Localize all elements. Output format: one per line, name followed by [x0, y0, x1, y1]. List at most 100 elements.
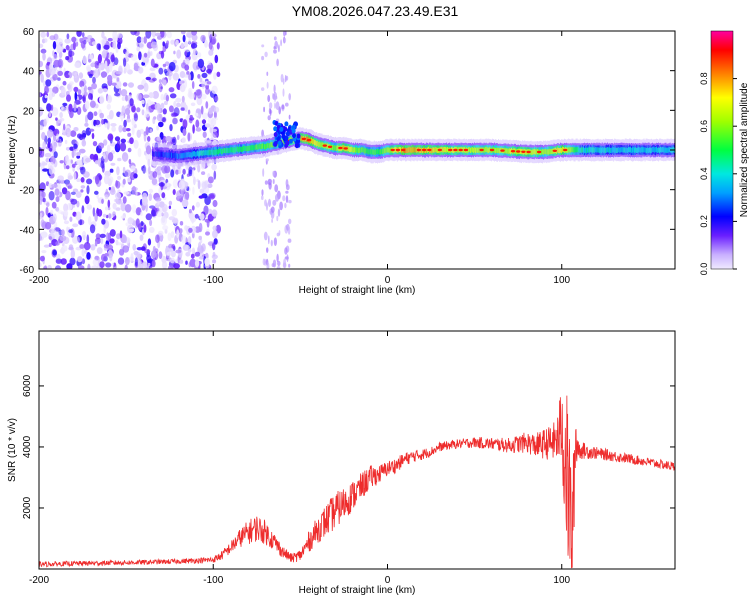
noise-blob: [91, 41, 97, 46]
ridge-segment: [585, 147, 586, 153]
noise-blob: [201, 171, 206, 176]
noise-blob: [180, 42, 185, 49]
noise-blob: [72, 223, 79, 228]
ridge-peak: [437, 148, 442, 152]
noise-blob: [212, 131, 218, 138]
noise-blob: [47, 141, 51, 149]
ridge-segment: [568, 147, 570, 153]
noise-blob: [116, 77, 120, 82]
ridge-peak: [463, 148, 469, 152]
noise-blob: [184, 104, 188, 112]
noise-blob: [102, 88, 108, 93]
noise-blob: [136, 107, 141, 113]
noise-blob: [130, 172, 136, 181]
ridge-segment: [414, 146, 416, 153]
noise-blob: [61, 229, 65, 236]
ridge-segment: [160, 151, 162, 157]
noise-blob: [118, 125, 123, 133]
ridge-segment: [452, 147, 454, 153]
noise-blob: [189, 114, 193, 119]
ridge-segment: [252, 144, 254, 151]
ridge-segment: [371, 149, 373, 155]
noise-blob: [107, 133, 114, 141]
noise-blob: [176, 49, 182, 59]
ridge-segment: [364, 148, 366, 154]
streak-blob: [271, 218, 273, 223]
x-tick-label: -100: [203, 575, 223, 586]
noise-blob: [197, 58, 205, 69]
noise-blob: [59, 112, 63, 119]
streak-blob: [279, 201, 283, 211]
noise-blob: [79, 219, 83, 226]
ridge-segment: [212, 149, 214, 155]
noise-blob: [40, 219, 45, 228]
ridge-segment: [306, 136, 308, 142]
noise-blob: [95, 233, 101, 240]
noise-blob: [68, 229, 73, 234]
noise-blob: [43, 38, 48, 43]
ridge-segment: [333, 145, 334, 151]
noise-blob: [139, 234, 144, 241]
ridge-segment: [665, 147, 667, 153]
noise-blob: [194, 213, 199, 219]
ridge-segment: [470, 147, 471, 153]
noise-blob: [150, 58, 155, 67]
noise-blob: [166, 182, 169, 186]
noise-blob: [211, 33, 217, 38]
noise-blob: [175, 249, 182, 254]
noise-blob: [106, 94, 112, 104]
ridge-segment: [175, 153, 177, 159]
noise-blob: [208, 107, 213, 115]
noise-blob: [212, 259, 217, 264]
noise-blob: [146, 265, 150, 269]
ridge-segment: [217, 149, 218, 155]
noise-blob: [158, 67, 164, 75]
ridge-segment: [646, 147, 648, 153]
noise-blob: [85, 127, 92, 136]
noise-blob: [88, 73, 93, 79]
noise-blob: [39, 125, 44, 131]
ridge-segment: [610, 147, 611, 154]
snr-axes: -200 -100 0 100 2000 4000 6000: [22, 331, 675, 586]
ridge-segment: [486, 147, 488, 153]
streak-blob: [273, 84, 276, 93]
colorbar-tick-label: 0.2: [699, 215, 709, 228]
ridge-segment: [313, 139, 315, 145]
noise-blob: [113, 262, 116, 267]
ridge-peak: [479, 148, 484, 152]
noise-blob: [45, 79, 52, 87]
noise-blob: [73, 143, 78, 150]
ridge-segment: [666, 147, 668, 153]
ridge-segment: [282, 139, 284, 145]
ridge-peak: [421, 148, 427, 152]
noise-blob: [147, 158, 151, 167]
streak-blob: [281, 104, 285, 110]
noise-blob: [137, 147, 142, 158]
ridge-segment: [305, 136, 307, 143]
ridge-segment: [639, 147, 641, 153]
ridge-segment: [663, 147, 665, 153]
ridge-segment: [232, 147, 234, 153]
streak-blob: [285, 190, 289, 194]
noise-blob: [61, 105, 64, 111]
noise-blob: [105, 214, 109, 219]
noise-blob: [188, 209, 192, 214]
ridge-segment: [385, 148, 387, 154]
streak-blob: [277, 208, 281, 217]
ridge-segment: [426, 147, 427, 153]
noise-blob: [73, 150, 77, 156]
ridge-segment: [374, 149, 376, 155]
noise-blob: [187, 132, 191, 142]
noise-blob: [158, 230, 164, 236]
ridge-segment: [473, 147, 474, 154]
noise-blob: [154, 103, 161, 111]
noise-blob: [212, 225, 218, 231]
noise-blob: [183, 74, 190, 78]
x-tick-label: 100: [553, 275, 570, 286]
noise-blob: [51, 183, 58, 189]
ridge-segment: [240, 146, 241, 152]
ridge-segment: [326, 143, 328, 149]
noise-blob: [190, 102, 196, 107]
ridge-segment: [362, 147, 364, 153]
noise-blob: [112, 40, 117, 50]
